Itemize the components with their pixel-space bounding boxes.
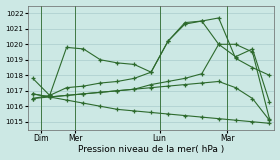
- X-axis label: Pression niveau de la mer( hPa ): Pression niveau de la mer( hPa ): [78, 145, 224, 154]
